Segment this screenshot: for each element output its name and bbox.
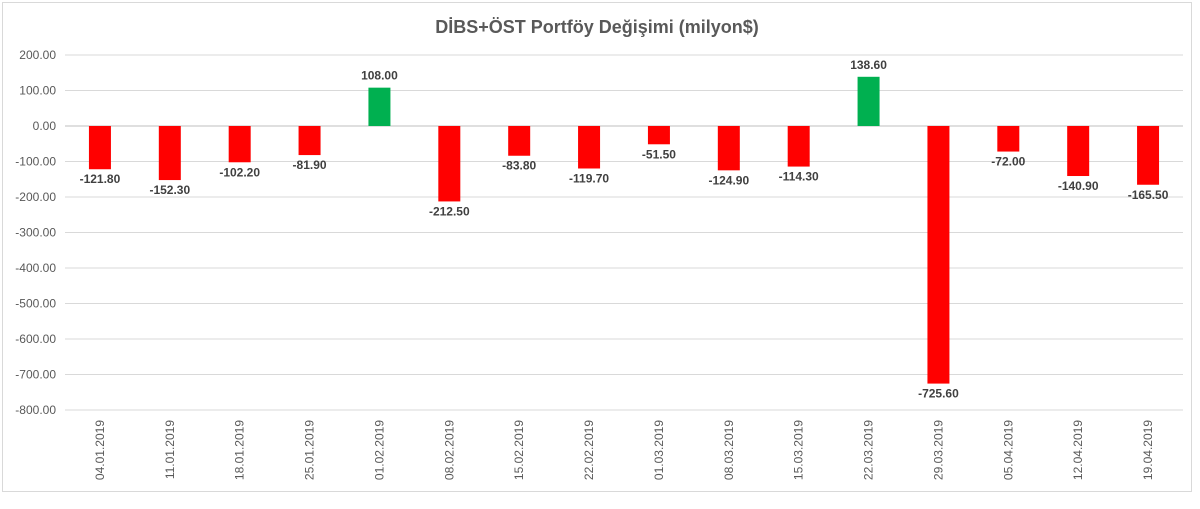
x-tick-label: 25.01.2019	[303, 420, 317, 480]
bar-08.02.2019	[438, 126, 461, 202]
x-tick-label: 18.01.2019	[233, 420, 247, 480]
bar-18.01.2019	[228, 126, 251, 163]
data-label: -102.20	[219, 165, 260, 179]
bars	[88, 76, 1160, 384]
bar-05.04.2019	[997, 126, 1020, 152]
y-tick-label: -600.00	[15, 332, 56, 346]
x-tick-label: 01.02.2019	[372, 420, 386, 480]
data-label: -152.30	[149, 183, 190, 197]
bar-12.04.2019	[1067, 126, 1090, 177]
bar-01.03.2019	[647, 126, 670, 145]
bar-08.03.2019	[717, 126, 740, 171]
data-label: -81.90	[293, 158, 327, 172]
bar-29.03.2019	[927, 126, 950, 384]
y-axis-tick-labels: 200.00 100.00 0.00 -100.00 -200.00 -300.00 -40…	[15, 48, 56, 417]
bar-chart: DİBS+ÖST Portföy Değişimi (milyon$) 200.…	[15, 17, 1183, 480]
data-label: 108.00	[361, 69, 398, 83]
data-label: -140.90	[1058, 179, 1099, 193]
y-tick-label: -100.00	[15, 155, 56, 169]
data-labels: -121.80 -152.30 -102.20 -81.90 108.00 -212.50…	[80, 58, 1169, 401]
data-label: -124.90	[708, 173, 749, 187]
data-label: -119.70	[569, 171, 609, 185]
x-tick-label: 01.03.2019	[652, 420, 666, 480]
y-tick-label: 0.00	[33, 119, 57, 133]
data-label: -725.60	[918, 387, 959, 401]
data-label: 138.60	[850, 58, 887, 72]
y-tick-label: -200.00	[15, 190, 56, 204]
x-tick-label: 15.03.2019	[792, 420, 806, 480]
bar-22.02.2019	[578, 126, 601, 169]
x-tick-label: 11.01.2019	[163, 420, 177, 479]
gridlines	[65, 54, 1183, 411]
x-axis-tick-labels: 04.01.2019 11.01.2019 18.01.2019 25.01.2019…	[93, 420, 1155, 480]
x-tick-label: 08.03.2019	[722, 420, 736, 480]
bar-19.04.2019	[1137, 126, 1160, 185]
data-label: -83.80	[502, 159, 536, 173]
y-tick-label: -300.00	[15, 226, 56, 240]
x-tick-label: 22.02.2019	[582, 420, 596, 480]
x-tick-label: 08.02.2019	[442, 420, 456, 480]
y-tick-label: 100.00	[19, 84, 56, 98]
x-tick-label: 29.03.2019	[931, 420, 945, 480]
x-tick-label: 05.04.2019	[1001, 420, 1015, 480]
x-tick-label: 15.02.2019	[512, 420, 526, 480]
x-tick-label: 22.03.2019	[862, 420, 876, 480]
x-tick-label: 04.01.2019	[93, 420, 107, 480]
chart-frame: DİBS+ÖST Portföy Değişimi (milyon$) 200.…	[2, 2, 1192, 492]
data-label: -212.50	[429, 204, 470, 218]
bar-22.03.2019	[857, 76, 880, 126]
y-tick-label: -400.00	[15, 261, 56, 275]
x-tick-label: 12.04.2019	[1071, 420, 1085, 480]
bar-25.01.2019	[298, 126, 321, 156]
data-label: -121.80	[80, 172, 121, 186]
data-label: -72.00	[991, 155, 1025, 169]
y-tick-label: -500.00	[15, 297, 56, 311]
bar-15.03.2019	[787, 126, 810, 167]
data-label: -165.50	[1128, 188, 1169, 202]
data-label: -51.50	[642, 147, 676, 161]
bar-15.02.2019	[508, 126, 531, 156]
x-tick-label: 19.04.2019	[1141, 420, 1155, 480]
y-tick-label: 200.00	[19, 48, 56, 62]
y-tick-label: -700.00	[15, 368, 56, 382]
bar-01.02.2019	[368, 87, 391, 126]
data-label: -114.30	[779, 170, 819, 184]
bar-04.01.2019	[88, 126, 111, 170]
bar-11.01.2019	[158, 126, 181, 181]
chart-title: DİBS+ÖST Portföy Değişimi (milyon$)	[435, 17, 759, 37]
y-tick-label: -800.00	[15, 403, 56, 417]
